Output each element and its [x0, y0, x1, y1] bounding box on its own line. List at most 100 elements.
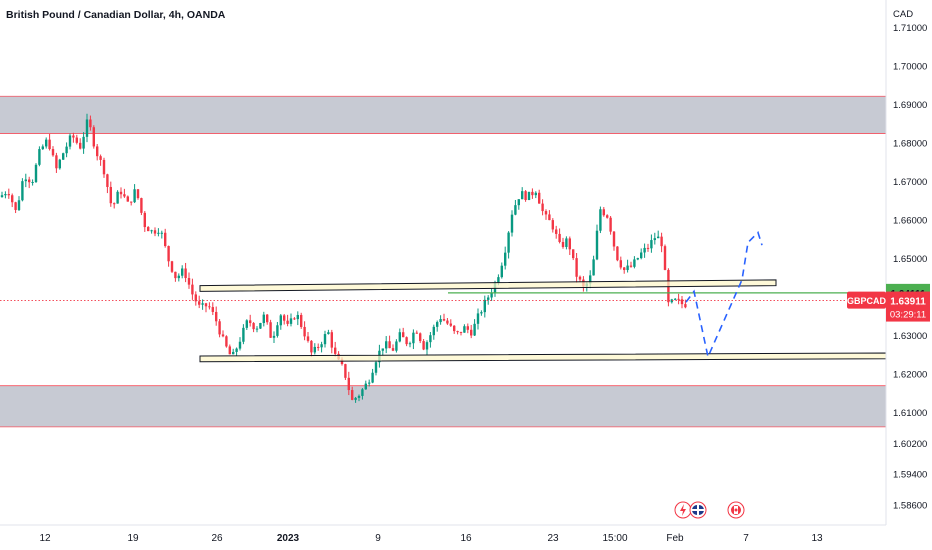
- x-tick-label: 2023: [277, 533, 300, 544]
- y-tick-label: 1.59400: [893, 470, 927, 481]
- candle-body: [487, 297, 490, 300]
- candle-body: [432, 326, 435, 336]
- candle-body: [34, 164, 38, 182]
- candle-body: [578, 276, 582, 280]
- candle-body: [415, 332, 418, 334]
- candle-body: [405, 337, 408, 345]
- candle-body: [453, 325, 456, 332]
- candle-body: [470, 329, 473, 336]
- candle-body: [385, 341, 388, 349]
- candle-body: [531, 191, 534, 196]
- x-tick-label: 9: [375, 533, 381, 544]
- candle-body: [575, 258, 578, 277]
- candle-body: [130, 201, 133, 203]
- candle-body: [272, 335, 276, 338]
- maple-leaf-icon: [734, 508, 738, 512]
- candle-body: [320, 344, 323, 348]
- candle-body: [184, 268, 187, 279]
- candle-body: [17, 200, 21, 210]
- candle-body: [79, 142, 82, 149]
- candle-body: [65, 146, 68, 154]
- candle-body: [306, 336, 310, 341]
- y-tick-label: 1.61000: [893, 408, 927, 419]
- candle-body: [289, 318, 293, 324]
- symbol-badge[interactable]: [847, 291, 886, 309]
- candle-body: [7, 194, 10, 196]
- candle-body: [466, 326, 469, 330]
- candle-body: [116, 191, 119, 204]
- candle-body: [303, 326, 306, 337]
- y-tick-label: 1.65000: [893, 254, 927, 265]
- candle-body: [643, 247, 646, 253]
- symbol-label: GBPCAD: [847, 296, 887, 306]
- candle-body: [354, 397, 357, 400]
- candle-body: [143, 212, 146, 228]
- candle-body: [31, 181, 34, 183]
- candle-body: [419, 333, 422, 342]
- forecast-path[interactable]: [685, 230, 763, 360]
- candle-body: [592, 259, 595, 276]
- zone-box-1: [0, 96, 886, 134]
- candle-body: [340, 359, 344, 365]
- candle-body: [181, 268, 184, 276]
- channel-2[interactable]: [199, 352, 887, 363]
- candle-body: [55, 155, 58, 169]
- channel-1[interactable]: [199, 279, 777, 292]
- candle-body: [24, 179, 27, 182]
- candle-body: [551, 220, 554, 230]
- y-tick-label: 1.70000: [893, 62, 927, 73]
- candle-body: [650, 240, 653, 249]
- price-axis[interactable]: 1.71000 1.70000 1.69000 1.68000 1.67000 1.660…: [893, 23, 927, 511]
- candle-body: [147, 227, 150, 232]
- y-tick-label: 1.60200: [893, 439, 927, 450]
- candle-body: [255, 328, 259, 330]
- candle-body: [157, 232, 160, 234]
- candle-body: [4, 194, 7, 196]
- candle-body: [225, 336, 228, 347]
- chart-title: British Pound / Canadian Dollar, 4h, OAN…: [6, 9, 226, 21]
- candle-body: [408, 343, 412, 345]
- candle-body: [572, 249, 575, 259]
- candle-body: [442, 319, 446, 321]
- candle-body: [334, 347, 337, 354]
- candle-body: [395, 341, 398, 351]
- y-tick-label: 1.67000: [893, 177, 927, 188]
- candle-body: [48, 139, 51, 150]
- candle-body: [436, 322, 439, 327]
- candle-body: [279, 315, 282, 326]
- current-price-badge: [886, 291, 930, 322]
- candle-body: [527, 191, 531, 200]
- candle-body: [293, 318, 296, 320]
- candle-body: [296, 314, 299, 320]
- candle-body: [164, 232, 167, 247]
- candle-body: [589, 275, 592, 284]
- candle-body: [96, 146, 99, 157]
- countdown-timer: 03:29:11: [890, 310, 926, 321]
- candle-body: [626, 265, 629, 271]
- candle-body: [521, 191, 524, 200]
- candle-body: [602, 209, 605, 216]
- candle-body: [204, 303, 208, 307]
- candle-body: [262, 314, 265, 324]
- candle-body: [136, 189, 140, 199]
- candle-body: [109, 186, 112, 204]
- candle-body: [646, 247, 650, 249]
- candle-body: [684, 304, 687, 308]
- candle-body: [38, 149, 41, 165]
- candle-body: [670, 299, 673, 303]
- candle-body: [473, 323, 476, 336]
- candle-body: [174, 271, 177, 279]
- candle-body: [153, 230, 157, 234]
- zone-box-2: [0, 385, 886, 427]
- candle-body: [198, 301, 201, 305]
- time-axis[interactable]: 12 19 26 2023 9 16 23 15:00 Feb 7 13: [39, 533, 823, 544]
- candle-body: [201, 303, 204, 305]
- candle-body: [119, 191, 123, 195]
- uk-flag-bar-icon: [692, 509, 704, 511]
- candle-body: [595, 230, 599, 260]
- candle-body: [606, 215, 609, 218]
- currency-label: CAD: [893, 9, 913, 20]
- candle-body: [99, 156, 102, 160]
- candle-body: [232, 351, 235, 355]
